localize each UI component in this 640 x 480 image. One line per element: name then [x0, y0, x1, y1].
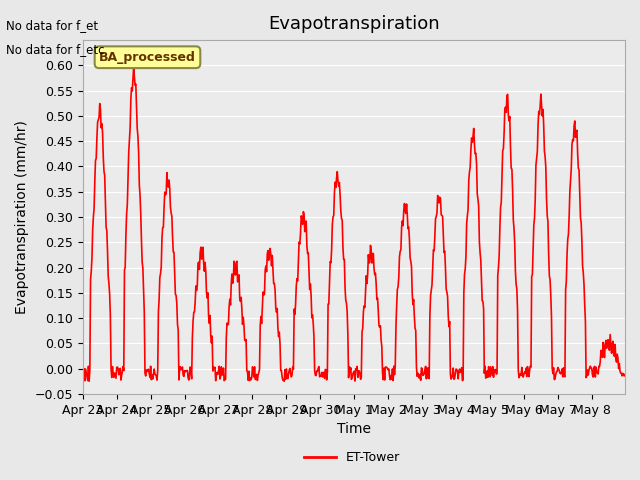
Text: No data for f_et: No data for f_et [6, 19, 99, 32]
Text: No data for f_etc: No data for f_etc [6, 43, 105, 56]
Legend: ET-Tower: ET-Tower [300, 446, 404, 469]
Text: BA_processed: BA_processed [99, 51, 196, 64]
Title: Evapotranspiration: Evapotranspiration [268, 15, 440, 33]
X-axis label: Time: Time [337, 422, 371, 436]
Y-axis label: Evapotranspiration (mm/hr): Evapotranspiration (mm/hr) [15, 120, 29, 314]
